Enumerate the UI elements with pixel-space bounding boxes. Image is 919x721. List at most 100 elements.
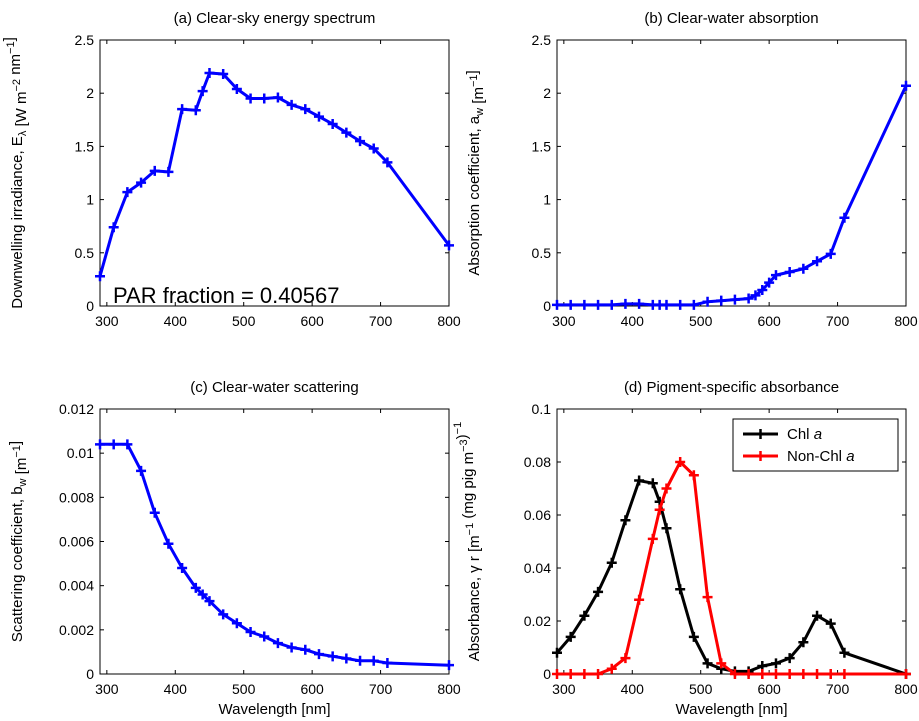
chart1-series-0-point-14 xyxy=(729,294,740,305)
chart0-series-0-point-7 xyxy=(190,105,201,116)
chart1-xtick-label-0: 300 xyxy=(552,313,576,329)
chart3-xtick-label-4: 700 xyxy=(826,681,850,697)
chart0-series-0-point-15 xyxy=(286,99,297,110)
chart1-series-0-point-4 xyxy=(606,299,617,310)
chart1-series-0-point-15 xyxy=(743,293,754,304)
chart0-ytick-label-3: 1.5 xyxy=(75,138,95,154)
chart0-series-0-point-1 xyxy=(108,222,119,233)
chart1-title: (b) Clear-water absorption xyxy=(644,10,818,27)
chart0-ytick-label-0: 0 xyxy=(86,298,94,314)
chart0-series-0-point-22 xyxy=(382,157,393,168)
chart0-xtick-label-4: 700 xyxy=(369,313,393,329)
chart1-series-0-point-21 xyxy=(798,263,809,274)
chart3-series-1-point-10 xyxy=(675,457,686,467)
chart2-ytick-label-3: 0.006 xyxy=(59,534,94,550)
chart1-xtick-label-1: 400 xyxy=(621,313,645,329)
chart2-xlabel: Wavelength [nm] xyxy=(219,701,331,718)
chart3-series-1-point-5 xyxy=(620,653,631,664)
chart3-series-0-point-7 xyxy=(647,478,658,489)
chart3-series-1-point-2 xyxy=(579,669,590,679)
chart3-series-1-point-14 xyxy=(729,669,740,679)
chart0-series-0-point-16 xyxy=(300,104,311,115)
chart3-legend: Chl a Non-Chl a xyxy=(732,418,899,472)
chart2-series-0-point-7 xyxy=(190,582,201,593)
chart1-ylabel: Absorption coefficient, aw [m−1] xyxy=(464,70,487,275)
chart3-legend-label-1: Non-Chl a xyxy=(787,448,855,465)
chart3-xtick-label-2: 500 xyxy=(689,681,713,697)
chart2-series-0-point-5 xyxy=(163,538,174,549)
chart1-ytick-label-4: 2 xyxy=(543,85,551,101)
chart2-series-0-point-9 xyxy=(204,596,215,607)
chart1-series-0-point-13 xyxy=(716,295,727,306)
chart1-xtick-label-2: 500 xyxy=(689,313,713,329)
chart1-series-0-point-24 xyxy=(839,212,850,223)
chart3-series-0-point-20 xyxy=(812,610,823,621)
chart3-series-1-point-15 xyxy=(743,669,754,679)
chart3-series-1-point-17 xyxy=(770,669,781,679)
chart3-ytick-label-3: 0.06 xyxy=(524,507,551,523)
chart0-series-0-point-11 xyxy=(231,83,242,94)
chart3-legend-box xyxy=(732,418,899,472)
chart3-xlabel: Wavelength [nm] xyxy=(676,701,788,718)
chart1-series-0-point-10 xyxy=(675,299,686,310)
chart3-series-1-point-9 xyxy=(661,483,672,494)
chart3-series-1-point-20 xyxy=(812,669,823,679)
chart3-ytick-label-1: 0.02 xyxy=(524,613,551,629)
chart3-xtick-label-0: 300 xyxy=(552,681,576,697)
chart0-xtick-label-5: 800 xyxy=(437,313,461,329)
chart3-series-0-point-6 xyxy=(634,475,645,486)
chart1-series-0-point-17 xyxy=(757,285,768,296)
chart2-ytick-label-6: 0.012 xyxy=(59,401,94,417)
chart0-series-0-point-20 xyxy=(355,136,366,147)
chart1-plot-area xyxy=(556,39,907,307)
chart3-series-1-point-23 xyxy=(901,669,911,679)
chart3-series-0-point-5 xyxy=(620,515,631,526)
chart3-series-0-point-0 xyxy=(552,647,562,658)
chart1-series-0-point-18 xyxy=(764,277,775,288)
chart0-series-0-point-12 xyxy=(245,93,256,104)
chart1-series-0-point-0 xyxy=(552,299,562,310)
chart2-ytick-label-5: 0.01 xyxy=(67,445,94,461)
chart3-series-0-point-17 xyxy=(770,658,781,669)
chart0-series-0-point-10 xyxy=(218,69,229,80)
chart2-series-0-point-23 xyxy=(444,660,454,671)
chart0-ytick-label-1: 0.5 xyxy=(75,245,95,261)
chart3-series-1-point-1 xyxy=(565,669,576,679)
chart3-series-1-point-3 xyxy=(593,669,604,679)
chart0-xtick-label-3: 600 xyxy=(300,313,324,329)
chart1-series-0-point-5 xyxy=(620,298,631,309)
chart1-ytick-label-3: 1.5 xyxy=(532,138,552,154)
chart2-ytick-label-0: 0 xyxy=(86,666,94,682)
chart1-ytick-label-0: 0 xyxy=(543,298,551,314)
chart2-ylabel: Scattering coefficient, bw [m−1] xyxy=(7,441,30,642)
chart2-series-0-point-8 xyxy=(197,589,208,600)
chart2-series-0-point-19 xyxy=(341,653,352,664)
chart3-legend-marker-0 xyxy=(755,429,766,439)
chart2-series-0-point-13 xyxy=(259,631,270,642)
chart0-series-0-point-3 xyxy=(136,177,147,188)
chart3-xtick-label-1: 400 xyxy=(621,681,645,697)
panel-d: 300 400 500 600 700 800 0 0.02 0.04 0.06 0.08 0.1 (d… xyxy=(452,379,918,718)
chart2-series-0-point-12 xyxy=(245,627,256,638)
chart2-xtick-label-3: 600 xyxy=(300,681,324,697)
chart0-series-0-point-0 xyxy=(95,271,105,282)
chart0-ylabel: Downwelling irradiance, Eλ [W m−2 nm−1] xyxy=(1,37,30,309)
chart1-series-0-point-12 xyxy=(702,296,713,307)
chart2-xtick-label-5: 800 xyxy=(437,681,461,697)
chart2-series-0-point-16 xyxy=(300,644,311,655)
chart3-series-0-point-9 xyxy=(661,523,672,534)
chart3-series-0-point-11 xyxy=(688,631,699,642)
chart2-series-0-point-1 xyxy=(108,439,119,450)
chart3-series-1-point-12 xyxy=(702,592,713,603)
chart3-series-1-point-22 xyxy=(839,669,850,679)
chart2-series-0-point-11 xyxy=(231,618,242,629)
panel-b: 300 400 500 600 700 800 0 0.5 1 1.5 2 2.5 (b) Clear-… xyxy=(464,10,918,329)
chart3-legend-marker-1 xyxy=(755,451,766,461)
chart3-series-0-point-21 xyxy=(825,618,836,629)
chart2-series-0-point-2 xyxy=(122,439,133,450)
chart1-series-0-point-1 xyxy=(565,299,576,310)
chart3-series-1-point-21 xyxy=(825,669,836,679)
chart0-series-0-point-13 xyxy=(259,93,270,104)
chart2-series-0-point-21 xyxy=(368,655,379,666)
chart3-series-1-point-19 xyxy=(798,669,809,679)
